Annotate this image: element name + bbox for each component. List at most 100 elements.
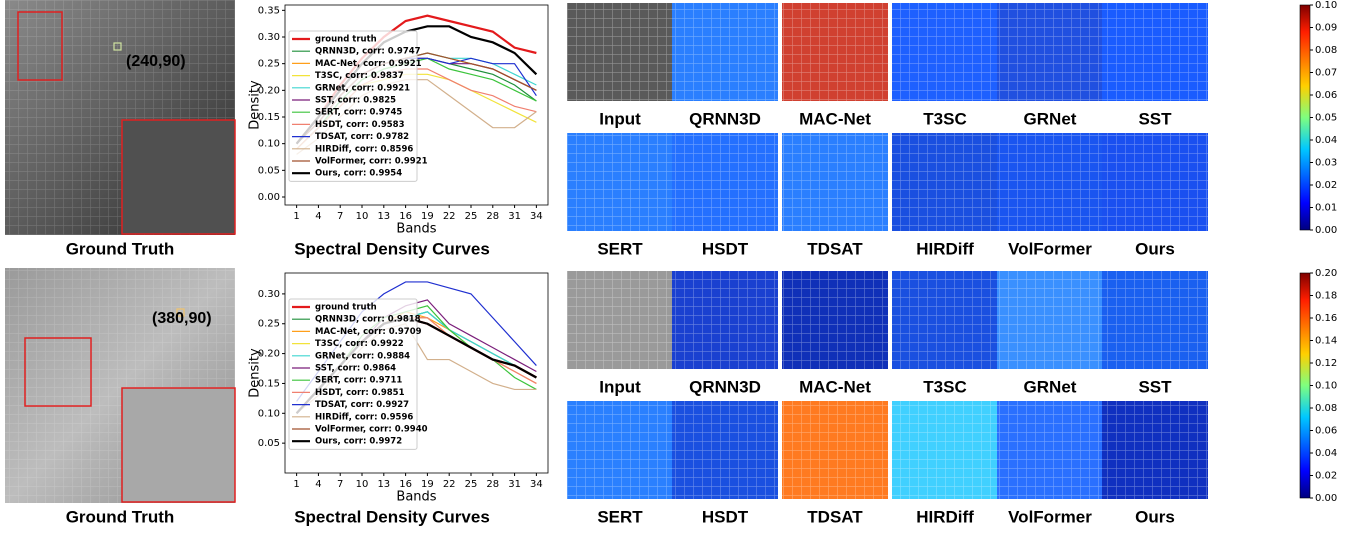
x-tick-label: 4: [315, 211, 321, 222]
pixel-box: [113, 42, 122, 51]
result-texture: [892, 133, 998, 231]
y-tick-label: 0.30: [258, 289, 280, 300]
y-tick-label: 0.10: [258, 139, 280, 150]
x-tick-label: 31: [508, 479, 521, 490]
result-texture: [997, 401, 1103, 499]
colorbar-tick-label: 0.00: [1315, 493, 1337, 504]
method-label: MAC-Net: [799, 109, 871, 128]
method-label: VolFormer: [1008, 507, 1092, 526]
x-tick-label: 34: [530, 211, 543, 222]
zoom-inset: [121, 387, 236, 503]
x-tick-label: 10: [356, 479, 369, 490]
result-texture: [567, 401, 673, 499]
method-label: HSDT: [702, 239, 749, 258]
legend-label: T3SC, corr: 0.9837: [315, 71, 404, 81]
colorbar-tick-label: 0.09: [1315, 23, 1337, 34]
result-texture: [782, 3, 888, 101]
result-texture: [782, 271, 888, 369]
legend-label: Ours, corr: 0.9972: [315, 437, 402, 447]
y-tick-label: 0.25: [258, 319, 280, 330]
legend-label: ground truth: [315, 35, 377, 45]
gt-caption: Ground Truth: [66, 507, 175, 526]
x-tick-label: 19: [421, 211, 434, 222]
colorbar: [1299, 4, 1311, 231]
x-tick-label: 28: [486, 211, 499, 222]
legend-box: [288, 30, 418, 182]
method-label: Ours: [1135, 239, 1175, 258]
y-tick-label: 0.30: [258, 32, 280, 43]
legend-label: GRNet, corr: 0.9921: [315, 83, 410, 93]
method-label: SST: [1138, 377, 1172, 396]
result-texture: [567, 271, 673, 369]
result-texture: [782, 133, 888, 231]
legend-label: HSDT, corr: 0.9851: [315, 388, 405, 398]
y-axis-label: Density: [248, 348, 263, 398]
y-tick-label: 0.20: [258, 85, 280, 96]
colorbar-tick-label: 0.18: [1315, 291, 1337, 302]
colorbar-tick-label: 0.16: [1315, 313, 1337, 324]
legend-box: [288, 298, 418, 450]
y-tick-label: 0.20: [258, 349, 280, 360]
result-texture: [892, 271, 998, 369]
method-label: QRNN3D: [689, 377, 761, 396]
x-tick-label: 13: [377, 479, 390, 490]
y-tick-label: 0.15: [258, 378, 280, 389]
colorbar-tick-label: 0.04: [1315, 135, 1337, 146]
result-texture: [1102, 401, 1208, 499]
legend-label: VolFormer, corr: 0.9921: [315, 157, 428, 167]
method-label: Ours: [1135, 507, 1175, 526]
curve-caption: Spectral Density Curves: [294, 507, 490, 526]
method-label: Input: [599, 377, 641, 396]
method-label: HIRDiff: [916, 507, 974, 526]
result-texture: [997, 271, 1103, 369]
legend-label: ground truth: [315, 303, 377, 313]
colorbar-tick-label: 0.07: [1315, 68, 1337, 79]
x-axis-label: Bands: [396, 490, 436, 505]
x-tick-label: 1: [293, 479, 299, 490]
pixel-coord: (240,90): [126, 53, 186, 70]
x-tick-label: 25: [465, 211, 478, 222]
legend-label: T3SC, corr: 0.9922: [315, 339, 404, 349]
legend-label: HSDT, corr: 0.9583: [315, 120, 405, 130]
method-label: GRNet: [1024, 109, 1077, 128]
x-tick-label: 22: [443, 479, 456, 490]
method-label: T3SC: [923, 109, 966, 128]
x-tick-label: 31: [508, 211, 521, 222]
method-label: QRNN3D: [689, 109, 761, 128]
legend-label: TDSAT, corr: 0.9927: [315, 400, 409, 410]
legend-label: SERT, corr: 0.9711: [315, 376, 402, 386]
method-label: TDSAT: [807, 239, 863, 258]
y-tick-label: 0.00: [258, 192, 280, 203]
zoom-box: [17, 11, 63, 81]
colorbar-tick-label: 0.02: [1315, 180, 1337, 191]
result-texture: [1102, 271, 1208, 369]
result-texture: [567, 3, 673, 101]
colorbar-tick-label: 0.00: [1315, 225, 1337, 236]
y-tick-label: 0.25: [258, 59, 280, 70]
colorbar-tick-label: 0.14: [1315, 336, 1337, 347]
method-label: SST: [1138, 109, 1172, 128]
legend-label: GRNet, corr: 0.9884: [315, 351, 410, 361]
method-label: MAC-Net: [799, 377, 871, 396]
result-texture: [782, 401, 888, 499]
method-label: SERT: [597, 239, 643, 258]
colorbar-tick-label: 0.01: [1315, 203, 1337, 214]
x-tick-label: 22: [443, 211, 456, 222]
legend-label: TDSAT, corr: 0.9782: [315, 132, 409, 142]
colorbar-tick-label: 0.06: [1315, 426, 1337, 437]
pixel-coord: (380,90): [152, 310, 212, 327]
method-label: Input: [599, 109, 641, 128]
result-texture: [1102, 133, 1208, 231]
x-tick-label: 4: [315, 479, 321, 490]
x-tick-label: 7: [337, 479, 343, 490]
legend-label: MAC-Net, corr: 0.9709: [315, 327, 422, 337]
colorbar-tick-label: 0.04: [1315, 448, 1337, 459]
result-texture: [672, 271, 778, 369]
result-texture: [672, 3, 778, 101]
colorbar-tick-label: 0.20: [1315, 268, 1337, 279]
pixel-box: [176, 308, 185, 317]
result-texture: [997, 133, 1103, 231]
x-tick-label: 28: [486, 479, 499, 490]
curve-caption: Spectral Density Curves: [294, 239, 490, 258]
